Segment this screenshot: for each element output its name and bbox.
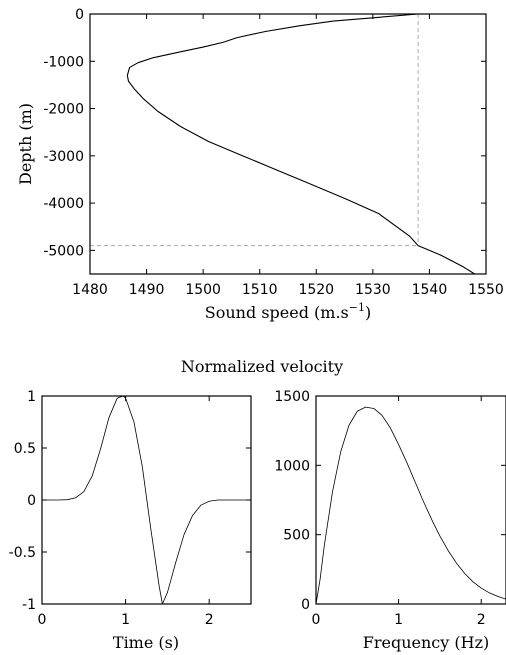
sound-speed-x-tick-label: 1510 (242, 282, 278, 298)
sound-speed-y-tick-label: -3000 (43, 149, 84, 165)
sound-speed-y-tick-label: -2000 (43, 102, 84, 118)
spectrum-x-axis-label: Frequency (Hz) (363, 633, 490, 652)
spectrum-y-ticks: 1500 1000 500 0 (274, 389, 506, 613)
sound-speed-y-tick-label: 0 (75, 7, 84, 23)
sound-speed-x-tick-label: 1520 (298, 282, 334, 298)
sound-speed-series-line (126, 13, 475, 275)
spectrum-x-tick-label: 2 (477, 612, 486, 628)
sound-speed-x-axis-label: Sound speed (m.s−1) (205, 301, 371, 322)
spectrum-curve-layer (315, 406, 506, 605)
time-signal-y-tick-label: -0.5 (9, 545, 36, 561)
sound-speed-x-ticks: 1480 1490 1500 1510 1520 1530 1540 1550 (72, 14, 504, 298)
time-signal-x-ticks: 0 1 2 (38, 396, 214, 628)
sound-speed-guides (90, 14, 419, 247)
time-signal-y-ticks: 1 0.5 0 -0.5 -1 (9, 389, 251, 613)
sound-speed-x-tick-label: 1490 (129, 282, 165, 298)
sound-speed-chart: 1480 1490 1500 1510 1520 1530 1540 1550 0 -1000 -… (16, 7, 504, 322)
spectrum-x-ticks: 0 1 2 (312, 396, 486, 628)
sound-speed-y-ticks: 0 -1000 -2000 -3000 -4000 -5000 (43, 7, 486, 259)
spectrum-y-tick-label: 500 (283, 528, 310, 544)
sound-speed-y-tick-label: -1000 (43, 54, 84, 70)
time-signal-x-tick-label: 0 (38, 612, 47, 628)
sound-speed-x-tick-label: 1540 (412, 282, 448, 298)
sound-speed-y-tick-label: -5000 (43, 243, 84, 259)
sound-speed-x-tick-label: 1550 (468, 282, 504, 298)
spectrum-x-tick-label: 0 (312, 612, 321, 628)
time-signal-y-tick-label: 0 (27, 493, 36, 509)
sound-speed-x-tick-label: 1500 (185, 282, 221, 298)
time-signal-series-line (42, 395, 251, 605)
spectrum-chart: 0 1 2 1500 1000 500 0 Frequency (Hz) (274, 389, 506, 652)
spectrum-plot-frame (315, 395, 506, 605)
sound-speed-x-tick-label: 1530 (355, 282, 391, 298)
section-title: Normalized velocity (181, 357, 343, 376)
spectrum-y-tick-label: 0 (301, 597, 310, 613)
spectrum-y-tick-label: 1000 (274, 458, 310, 474)
sound-speed-y-tick-label: -4000 (43, 196, 84, 212)
sound-speed-curve-layer (126, 13, 475, 275)
spectrum-series-line (315, 406, 506, 605)
time-signal-chart: 0 1 2 1 0.5 0 -0.5 -1 Time (s) (9, 389, 252, 652)
time-signal-y-tick-label: -1 (22, 597, 36, 613)
sound-speed-y-axis-label: Depth (m) (16, 103, 35, 185)
time-signal-y-tick-label: 0.5 (14, 441, 36, 457)
time-signal-x-tick-label: 2 (205, 612, 214, 628)
time-signal-curve-layer (42, 395, 251, 605)
sound-speed-x-tick-label: 1480 (72, 282, 108, 298)
time-signal-y-tick-label: 1 (27, 389, 36, 405)
sound-speed-plot-frame (89, 13, 487, 275)
spectrum-y-tick-label: 1500 (274, 389, 310, 405)
time-signal-x-tick-label: 1 (121, 612, 130, 628)
spectrum-x-tick-label: 1 (394, 612, 403, 628)
time-signal-x-axis-label: Time (s) (113, 633, 179, 652)
